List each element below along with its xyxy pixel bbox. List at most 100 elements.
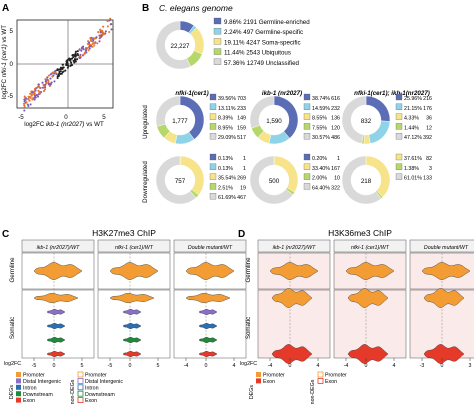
donut-legend-pct: 39.56% — [218, 96, 236, 102]
scatter-point — [81, 47, 83, 49]
donut-total: 218 — [361, 178, 372, 185]
donut-legend-pct: 61.01% — [404, 176, 422, 182]
scatter-point — [83, 48, 85, 50]
donut-legend-swatch — [304, 133, 310, 139]
scatter-point — [29, 93, 31, 95]
donut-legend-pct: 0.13% — [218, 166, 233, 172]
legend-label-nondegs: Exon — [85, 398, 97, 404]
legend-swatch-nondegs — [318, 372, 323, 377]
donut-legend-swatch — [210, 104, 216, 110]
scatter-point — [32, 98, 34, 100]
donut-legend-count: 159 — [237, 125, 246, 131]
donut-legend-swatch — [304, 164, 310, 170]
donut-legend-pct: 64.40% — [312, 185, 330, 191]
donut-legend-pct: 33.40% — [312, 166, 330, 172]
axis-tick-label: 4 — [317, 363, 320, 369]
scatter-point — [90, 40, 92, 42]
scatter-point — [105, 30, 107, 32]
scatter-point — [49, 85, 51, 87]
donut-legend-count: 467 — [237, 195, 246, 201]
legend-label-nondegs: Intron — [85, 385, 99, 391]
donut-legend-count: 136 — [331, 116, 340, 122]
donut-legend-count: 392 — [423, 135, 432, 141]
donut-legend-count: 149 — [237, 116, 246, 122]
donut-legend-swatch — [210, 114, 216, 120]
axis-tick-label: 3 — [469, 363, 472, 369]
donut-legend-count: 216 — [423, 96, 432, 102]
scatter-point — [88, 49, 90, 51]
donut-legend-swatch — [210, 164, 216, 170]
legend-nondegs-title: non-DEGs — [310, 379, 316, 404]
donut-legend-pct: 8.95% — [218, 125, 233, 131]
scatter-point — [45, 82, 47, 84]
scatter-point — [108, 31, 110, 33]
legend-swatch-nondegs — [78, 391, 83, 396]
row-label-somatic-c: Somatic — [9, 317, 16, 339]
facet-title: Double mutant/WT — [188, 245, 233, 251]
donut-legend-pct: 2.00% — [312, 176, 327, 182]
legend-label-nondegs: Promoter — [85, 373, 107, 379]
scatter-point — [70, 62, 72, 64]
donut-legend-swatch — [304, 94, 310, 100]
scatter-point — [97, 31, 99, 33]
donut-legend-pct: 37.61% — [404, 156, 422, 162]
legend-swatch-nondegs — [78, 398, 83, 403]
row-label-germline-d: Germline — [245, 257, 252, 283]
row-label-germline-c: Germline — [9, 257, 16, 283]
donut-total: 832 — [361, 118, 372, 125]
mini-donut-grid: 1,77739.56%70313.11%2338.39%1498.95%1592… — [156, 94, 432, 204]
legend-swatch-nondegs — [78, 385, 83, 390]
donut-slice — [369, 121, 390, 144]
legend-label-degs: Promoter — [263, 373, 285, 379]
scatter-point — [64, 70, 66, 72]
donut-legend-swatch — [210, 174, 216, 180]
panel-a: A -5 0 5 5 0 -5 log2FC ikb-1 (nr2027) vs… — [1, 3, 113, 128]
legend-swatch-degs — [16, 385, 21, 390]
scatter-point — [41, 82, 43, 84]
axis-tick-label: -3 — [420, 363, 425, 369]
donut-legend-swatch — [210, 94, 216, 100]
donut-legend-pct: 21.15% — [404, 106, 422, 112]
legend-swatch-degs — [256, 372, 261, 377]
x-tick-3: 5 — [102, 114, 106, 121]
donut-legend-count: 176 — [423, 106, 432, 112]
scatter-point — [95, 36, 97, 38]
donut-legend-pct: 30.57% — [312, 135, 330, 141]
donut-legend-swatch — [304, 183, 310, 189]
scatter-point — [102, 26, 104, 28]
legend-label-nondegs: Exon — [325, 379, 337, 385]
donut-legend-pct: 8.39% — [218, 116, 233, 122]
scatter-point — [87, 40, 89, 42]
axis-tick-label: -4 — [344, 363, 349, 369]
scatter-point — [34, 91, 36, 93]
legend-swatch-degs — [16, 398, 21, 403]
donut-legend-pct: 38.74% — [312, 96, 330, 102]
donut-legend-swatch — [210, 154, 216, 160]
scatter-point — [110, 28, 112, 30]
donut-legend-count: 269 — [237, 176, 246, 182]
donut-legend-count: 233 — [237, 106, 246, 112]
scatter-point — [51, 81, 53, 83]
scatter-point — [76, 58, 78, 60]
scatter-point — [75, 51, 77, 53]
scatter-point — [93, 37, 95, 39]
donut-legend-pct: 13.11% — [218, 106, 236, 112]
scatter-point — [30, 103, 32, 105]
donut-slice — [180, 156, 204, 195]
donut-legend-pct: 29.09% — [218, 135, 236, 141]
donut-total: 1,777 — [172, 118, 188, 125]
donut-legend-pct: 2.51% — [218, 185, 233, 191]
axis-tick-label: -5 — [32, 363, 37, 369]
donut-slice — [274, 156, 298, 192]
scatter-point — [92, 39, 94, 41]
x-tick-2: 0 — [64, 114, 68, 121]
scatter-point — [52, 74, 54, 76]
scatter-point — [107, 20, 109, 22]
axis-tick-label: 0 — [289, 363, 292, 369]
panel-a-letter: A — [2, 3, 9, 14]
donut-legend-count: 322 — [331, 185, 340, 191]
y-tick-3: -5 — [7, 93, 13, 100]
